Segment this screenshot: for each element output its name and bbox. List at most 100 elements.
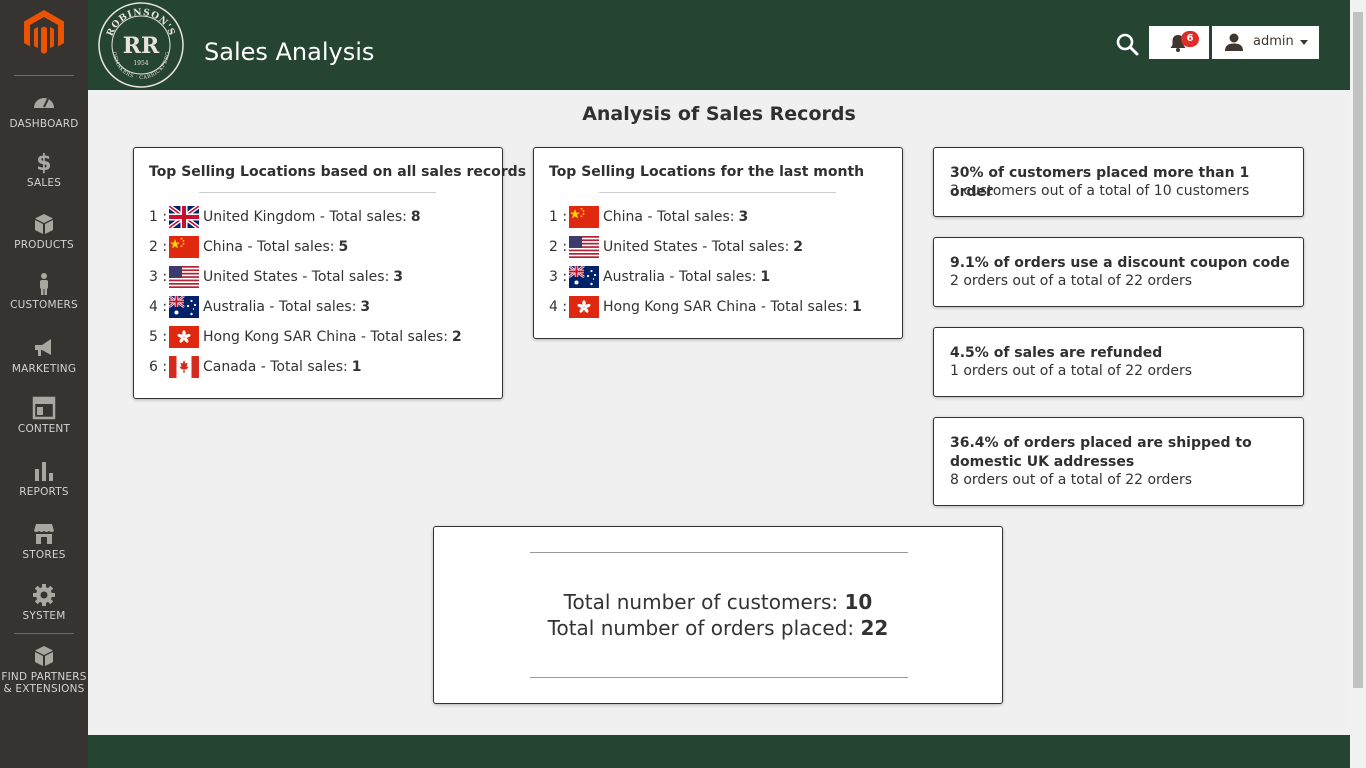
location-label: China - Total sales: bbox=[603, 209, 735, 225]
location-row: 4 : Australia - Total sales: 3 bbox=[149, 295, 370, 319]
sidebar-item-reports[interactable]: REPORTS bbox=[0, 459, 88, 498]
flag-cn-icon bbox=[169, 236, 199, 258]
sales-count: 5 bbox=[338, 239, 349, 255]
extensions-icon bbox=[35, 646, 53, 666]
rank-label: 4 : bbox=[549, 299, 568, 315]
sales-count: 2 bbox=[451, 329, 462, 345]
magento-logo-icon[interactable] bbox=[24, 10, 64, 54]
sidebar-item-label: REPORTS bbox=[19, 486, 69, 498]
box-icon bbox=[35, 214, 53, 234]
rank-label: 3 : bbox=[549, 269, 568, 285]
svg-text:1954: 1954 bbox=[133, 60, 148, 67]
admin-username: admin bbox=[1253, 34, 1294, 49]
sidebar-item-label: CUSTOMERS bbox=[10, 299, 78, 311]
location-label: China - Total sales: bbox=[203, 239, 335, 255]
total-orders: Total number of orders placed: 22 bbox=[434, 616, 1002, 640]
card-divider bbox=[199, 192, 436, 193]
location-row: 1 : China - Total sales: 3 bbox=[549, 205, 748, 229]
admin-account-menu[interactable]: admin bbox=[1212, 26, 1319, 59]
bar-chart-icon bbox=[35, 462, 53, 481]
section-title: Analysis of Sales Records bbox=[582, 103, 856, 125]
sidebar-item-label: FIND PARTNERS bbox=[1, 671, 87, 683]
gear-icon bbox=[33, 584, 55, 606]
rank-label: 1 : bbox=[149, 209, 168, 225]
location-row: 4 : Hong Kong SAR China - Total sales: 1 bbox=[549, 295, 862, 319]
sidebar-item-content[interactable]: CONTENT bbox=[0, 396, 88, 435]
page-header: ROBINSON'S SHOEMAKERS · CARRICKFERGUS RR… bbox=[88, 0, 1350, 90]
notifications-button[interactable]: 6 bbox=[1149, 26, 1209, 59]
sidebar-item-label: PRODUCTS bbox=[14, 239, 74, 251]
sidebar-item-label: SYSTEM bbox=[22, 610, 66, 622]
flag-hk-icon bbox=[569, 296, 599, 318]
sidebar-item-label: CONTENT bbox=[17, 423, 71, 435]
sidebar-item-find-partners[interactable]: FIND PARTNERS & EXTENSIONS bbox=[0, 644, 88, 695]
card-title: Top Selling Locations for the last month bbox=[549, 164, 865, 180]
stat-card-refunds: 4.5% of sales are refunded 1 orders out … bbox=[933, 327, 1304, 397]
sales-count: 3 bbox=[393, 269, 404, 285]
top-locations-month-card: Top Selling Locations for the last month… bbox=[533, 147, 903, 339]
location-row: 1 : United Kingdom - Total sales: 8 bbox=[149, 205, 421, 229]
flag-cn-icon bbox=[569, 206, 599, 228]
store-icon bbox=[34, 524, 54, 544]
rank-label: 6 : bbox=[149, 359, 168, 375]
total-customers-label: Total number of customers: bbox=[563, 590, 839, 614]
scrollbar-thumb[interactable] bbox=[1353, 12, 1363, 688]
location-label: United Kingdom - Total sales: bbox=[203, 209, 407, 225]
admin-sidebar: DASHBOARD $ SALES PRODUCTS CUSTOMERS MAR… bbox=[0, 0, 88, 768]
stat-detail: 1 orders out of a total of 22 orders bbox=[950, 363, 1193, 379]
sidebar-item-products[interactable]: PRODUCTS bbox=[0, 212, 88, 251]
dollar-icon: $ bbox=[36, 151, 52, 174]
sidebar-item-customers[interactable]: CUSTOMERS bbox=[0, 272, 88, 311]
flag-ca-icon bbox=[169, 356, 199, 378]
chevron-down-icon bbox=[1300, 40, 1308, 45]
sidebar-item-dashboard[interactable]: DASHBOARD bbox=[0, 91, 88, 130]
svg-text:RR: RR bbox=[123, 33, 160, 59]
sidebar-item-label: DASHBOARD bbox=[9, 118, 79, 130]
rank-label: 2 : bbox=[149, 239, 168, 255]
sidebar-item-label: & EXTENSIONS bbox=[3, 683, 85, 695]
sidebar-item-stores[interactable]: STORES bbox=[0, 522, 88, 561]
rank-label: 5 : bbox=[149, 329, 168, 345]
stat-detail: 8 orders out of a total of 22 orders bbox=[950, 472, 1193, 488]
sidebar-item-marketing[interactable]: MARKETING bbox=[0, 336, 88, 375]
sales-count: 8 bbox=[410, 209, 421, 225]
stat-card-domestic-shipping: 36.4% of orders placed are shipped to do… bbox=[933, 417, 1304, 506]
stat-card-repeat-customers: 30% of customers placed more than 1 orde… bbox=[933, 147, 1304, 217]
rank-label: 4 : bbox=[149, 299, 168, 315]
page-title: Sales Analysis bbox=[204, 38, 375, 66]
user-icon bbox=[1225, 33, 1243, 51]
location-label: United States - Total sales: bbox=[603, 239, 790, 255]
stat-title: 9.1% of orders use a discount coupon cod… bbox=[950, 255, 1290, 271]
stat-card-coupon-usage: 9.1% of orders use a discount coupon cod… bbox=[933, 237, 1304, 307]
location-row: 6 : Canada - Total sales: 1 bbox=[149, 355, 362, 379]
stat-title: 30% of customers placed more than 1 orde… bbox=[950, 165, 1250, 200]
sales-count: 3 bbox=[360, 299, 371, 315]
sales-count: 1 bbox=[351, 359, 362, 375]
sidebar-item-sales[interactable]: $ SALES bbox=[0, 150, 88, 189]
stat-detail: 3 customers out of a total of 10 custome… bbox=[950, 183, 1250, 199]
total-orders-value: 22 bbox=[860, 616, 889, 640]
location-row: 3 : United States - Total sales: 3 bbox=[149, 265, 403, 289]
stat-title: 36.4% of orders placed are shipped to do… bbox=[950, 435, 1252, 470]
sidebar-item-system[interactable]: SYSTEM bbox=[0, 583, 88, 622]
location-row: 2 : China - Total sales: 5 bbox=[149, 235, 348, 259]
total-customers: Total number of customers: 10 bbox=[434, 590, 1002, 614]
rank-label: 1 : bbox=[549, 209, 568, 225]
svg-text:$: $ bbox=[36, 151, 52, 174]
card-divider bbox=[530, 552, 908, 553]
location-label: Australia - Total sales: bbox=[603, 269, 757, 285]
location-row: 3 : Australia - Total sales: 1 bbox=[549, 265, 770, 289]
sidebar-item-label: MARKETING bbox=[11, 363, 77, 375]
top-locations-all-card: Top Selling Locations based on all sales… bbox=[133, 147, 526, 399]
rank-label: 3 : bbox=[149, 269, 168, 285]
sidebar-item-label: STORES bbox=[22, 549, 66, 561]
page-scrollbar[interactable] bbox=[1350, 0, 1366, 768]
store-brand-logo[interactable]: ROBINSON'S SHOEMAKERS · CARRICKFERGUS RR… bbox=[97, 1, 185, 89]
card-divider bbox=[599, 192, 836, 193]
sidebar-divider bbox=[14, 75, 74, 76]
search-icon[interactable] bbox=[1115, 32, 1139, 56]
stat-detail: 2 orders out of a total of 22 orders bbox=[950, 273, 1193, 289]
person-icon bbox=[40, 273, 48, 295]
totals-card: Total number of customers: 10 Total numb… bbox=[433, 526, 1003, 704]
sales-count: 1 bbox=[760, 269, 771, 285]
